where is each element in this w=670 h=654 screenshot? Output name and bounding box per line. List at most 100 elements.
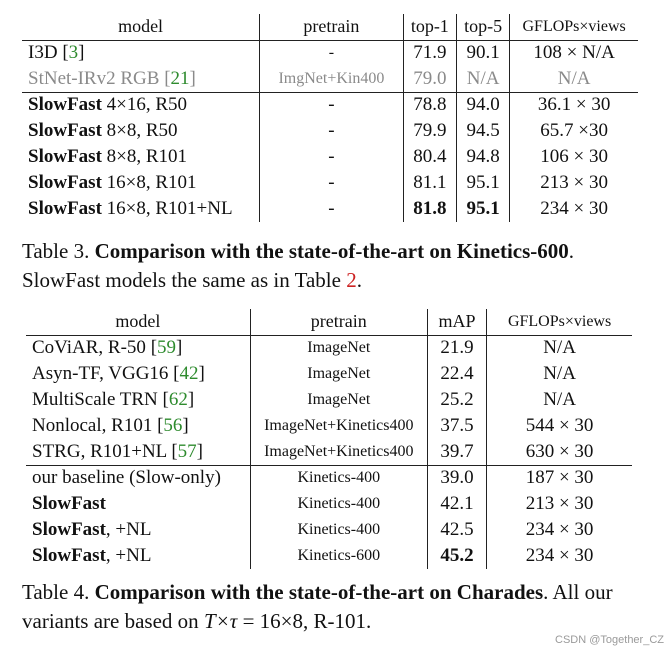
table-row: SlowFast, +NL Kinetics-400 42.5 234 × 30 xyxy=(26,517,632,543)
cell-top1: 78.8 xyxy=(403,92,457,118)
model-name: our baseline (Slow-only) xyxy=(32,467,221,489)
table-body: I3D [3] - 71.9 90.1 108 × N/A StNet-IRv2… xyxy=(22,40,638,222)
citation-link[interactable]: 3 xyxy=(68,42,79,64)
model-name-bold: SlowFast xyxy=(28,198,102,219)
model-name-bold: SlowFast xyxy=(28,94,102,116)
model-name: I3D xyxy=(28,42,63,64)
cell-model: StNet-IRv2 RGB [21] xyxy=(22,66,261,93)
cell-map: 39.0 xyxy=(427,465,488,491)
model-name: 16×8, R101+NL xyxy=(101,198,233,219)
cell-top5: 94.5 xyxy=(456,118,511,144)
caption-prefix: Table 4. xyxy=(22,580,95,604)
model-name: 16×8, R101 xyxy=(101,172,197,193)
citation-link[interactable]: 42 xyxy=(179,363,199,384)
model-name: 8×8, R50 xyxy=(101,120,178,141)
cell-top1: 71.9 xyxy=(403,40,457,66)
caption-end: . xyxy=(356,268,362,292)
citation-link[interactable]: 56 xyxy=(163,415,183,436)
table-row: I3D [3] - 71.9 90.1 108 × N/A xyxy=(22,40,638,66)
cell-top1: 81.8 xyxy=(403,196,457,222)
cell-gflops: 213 × 30 xyxy=(540,172,608,193)
caption-end: = 16×8, R-101. xyxy=(237,609,372,633)
cell-gflops: 630 × 30 xyxy=(486,439,632,466)
cell-model: SlowFast xyxy=(26,491,251,517)
table3-caption: Table 3. Comparison with the state-of-th… xyxy=(22,237,652,295)
cell-top1: 79.9 xyxy=(403,118,457,144)
cell-gflops: N/A xyxy=(543,337,576,359)
col-header-gflops: GFLOPs×views xyxy=(509,14,638,41)
cell-gflops: 234 × 30 xyxy=(525,519,594,540)
cell-gflops: N/A xyxy=(509,66,638,93)
cell-model: SlowFast 8×8, R101 xyxy=(22,144,261,170)
cell-model: SlowFast 16×8, R101+NL xyxy=(22,196,261,222)
citation-link[interactable]: 21 xyxy=(170,67,190,89)
caption-text: . SlowFast models the same as in Table xyxy=(22,239,575,292)
cell-top5: 94.8 xyxy=(456,144,511,170)
table-row: SlowFast 16×8, R101 - 81.1 95.1 213 × 30 xyxy=(22,170,638,196)
cell-pretrain: - xyxy=(259,170,404,196)
cell-pretrain: Kinetics-400 xyxy=(250,465,428,491)
table-row: SlowFast 16×8, R101+NL - 81.8 95.1 234 ×… xyxy=(22,196,638,222)
cell-map: 42.1 xyxy=(427,491,488,517)
cell-gflops: 108 × N/A xyxy=(533,42,615,64)
cell-gflops: N/A xyxy=(543,363,576,384)
cell-gflops: 544 × 30 xyxy=(525,415,594,436)
cell-gflops: 234 × 30 xyxy=(525,545,594,566)
cell-map: 22.4 xyxy=(427,361,488,387)
cell-pretrain: ImageNet xyxy=(250,387,428,413)
cell-top5: N/A xyxy=(456,66,511,93)
model-name: , +NL xyxy=(105,545,152,566)
citation-link[interactable]: 59 xyxy=(157,337,177,359)
caption-text: . All our variants are based on xyxy=(22,580,613,633)
cell-top5: 95.1 xyxy=(456,170,511,196)
cell-top5: 90.1 xyxy=(456,40,511,66)
model-name: , +NL xyxy=(105,519,152,540)
table-charades: model pretrain mAP GFLOPs×views CoViAR, … xyxy=(26,309,632,569)
table-row: SlowFast Kinetics-400 42.1 213 × 30 xyxy=(26,491,632,517)
table-kinetics600: model pretrain top-1 top-5 GFLOPs×views … xyxy=(22,14,638,222)
col-header-model: model xyxy=(22,14,261,41)
cell-pretrain: - xyxy=(259,92,404,118)
table-row: SlowFast 8×8, R101 - 80.4 94.8 106 × 30 xyxy=(22,144,638,170)
col-header-top5: top-5 xyxy=(456,14,511,41)
cell-gflops: 187 × 30 xyxy=(525,467,594,489)
col-header-gflops: GFLOPs×views xyxy=(486,309,632,336)
table-row: our baseline (Slow-only) Kinetics-400 39… xyxy=(26,465,632,491)
model-name-bold: SlowFast xyxy=(32,519,106,540)
cell-gflops: 65.7 ×30 xyxy=(540,120,608,141)
cell-top5: 94.0 xyxy=(456,92,511,118)
caption-bold: Comparison with the state-of-the-art on … xyxy=(94,239,569,263)
table4-caption: Table 4. Comparison with the state-of-th… xyxy=(22,578,652,636)
table-ref-link[interactable]: 2 xyxy=(346,268,357,292)
cell-pretrain: ImageNet xyxy=(250,361,428,387)
cell-gflops: 213 × 30 xyxy=(525,493,594,514)
col-header-top1: top-1 xyxy=(403,14,457,41)
citation-link[interactable]: 62 xyxy=(168,389,188,410)
model-name: CoViAR, R-50 xyxy=(32,337,151,359)
cell-pretrain: - xyxy=(259,118,404,144)
citation-link[interactable]: 57 xyxy=(177,440,197,462)
table-row: CoViAR, R-50 [59] ImageNet 21.9 N/A xyxy=(26,335,632,361)
table-row: StNet-IRv2 RGB [21] ImgNet+Kin400 79.0 N… xyxy=(22,66,638,93)
cell-model: Nonlocal, R101 [56] xyxy=(26,413,251,439)
cell-model: SlowFast 8×8, R50 xyxy=(22,118,261,144)
col-header-pretrain: pretrain xyxy=(250,309,428,336)
cell-pretrain: ImageNet xyxy=(250,335,428,361)
cell-top1: 80.4 xyxy=(403,144,457,170)
table-row: Asyn-TF, VGG16 [42] ImageNet 22.4 N/A xyxy=(26,361,632,387)
cell-map: 45.2 xyxy=(427,543,488,569)
col-header-pretrain: pretrain xyxy=(259,14,404,41)
cell-gflops: 234 × 30 xyxy=(540,198,608,219)
caption-bold: Comparison with the state-of-the-art on … xyxy=(94,580,544,604)
cell-gflops: 36.1 × 30 xyxy=(537,94,611,116)
table-row: Nonlocal, R101 [56] ImageNet+Kinetics400… xyxy=(26,413,632,439)
model-name: 8×8, R101 xyxy=(101,146,188,167)
table-row: STRG, R101+NL [57] ImageNet+Kinetics400 … xyxy=(26,439,632,466)
cell-model: SlowFast 16×8, R101 xyxy=(22,170,261,196)
cell-map: 37.5 xyxy=(427,413,488,439)
cell-pretrain: Kinetics-400 xyxy=(250,491,428,517)
model-name: 4×16, R50 xyxy=(101,94,188,116)
cell-model: Asyn-TF, VGG16 [42] xyxy=(26,361,251,387)
cell-model: our baseline (Slow-only) xyxy=(26,465,251,491)
model-name: Asyn-TF, VGG16 xyxy=(32,363,174,384)
